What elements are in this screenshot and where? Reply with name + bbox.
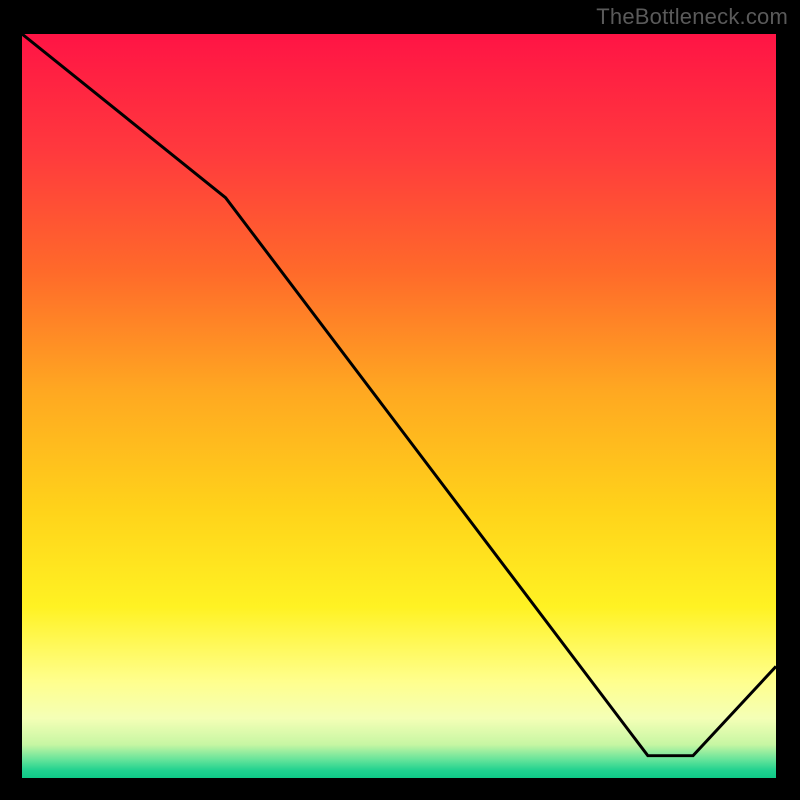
gradient-background: [22, 34, 776, 778]
chart-svg: [22, 34, 776, 778]
attribution-text: TheBottleneck.com: [596, 4, 788, 30]
plot-frame: [20, 32, 778, 780]
